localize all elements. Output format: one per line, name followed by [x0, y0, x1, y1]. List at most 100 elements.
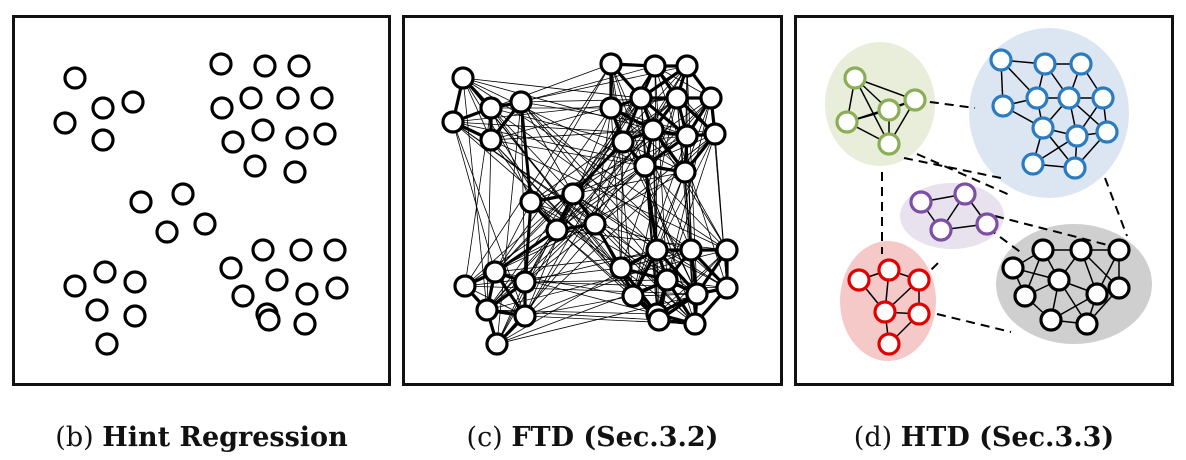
green-cluster-node	[877, 98, 901, 122]
isolated-node	[276, 86, 300, 110]
htd-diagram	[825, 28, 1152, 361]
graph-node	[633, 154, 657, 178]
graph-edge-thin	[490, 139, 558, 231]
blue-cluster-node	[989, 48, 1013, 72]
isolated-node	[171, 182, 195, 206]
graph-edge-thin	[644, 165, 728, 251]
graph-edge-thin	[530, 135, 688, 203]
caption-label: (b)	[55, 422, 94, 453]
blue-cluster-node	[1025, 86, 1049, 110]
graph-node	[513, 304, 537, 328]
graph-edge-thin	[524, 249, 692, 317]
graph-node	[675, 124, 699, 148]
black-cluster-node	[1075, 312, 1099, 336]
graph-edge-thin	[452, 121, 496, 273]
black-cluster-node	[1047, 268, 1071, 292]
isolated-node	[91, 128, 115, 152]
isolated-node	[287, 54, 311, 78]
graph-node	[645, 238, 669, 262]
red-cluster-node	[907, 302, 931, 326]
graph-node	[509, 90, 533, 114]
graph-node	[685, 282, 709, 306]
inter-cluster-edge	[936, 313, 1012, 333]
graph-edge-thick	[494, 228, 558, 274]
black-cluster-node	[1001, 256, 1025, 280]
isolated-node	[93, 260, 117, 284]
graph-edge-thin	[490, 107, 634, 297]
graph-node	[441, 110, 465, 134]
panel-hint-regression	[12, 15, 391, 386]
isolated-node	[239, 86, 263, 110]
isolated-node	[289, 238, 313, 262]
red-cluster-node	[877, 258, 901, 282]
isolated-node	[121, 90, 145, 114]
graph-node	[479, 96, 503, 120]
graph-edge-thin	[556, 97, 642, 231]
isolated-node	[323, 238, 347, 262]
graph-node	[699, 86, 723, 110]
blue-cluster-node	[1021, 152, 1045, 176]
isolated-node	[91, 96, 115, 120]
graph-node	[485, 332, 509, 356]
graph-node	[683, 312, 707, 336]
caption-htd: (d) HTD (Sec.3.3)	[794, 418, 1174, 458]
graph-node	[665, 86, 689, 110]
isolated-node	[257, 308, 281, 332]
isolated-node	[210, 96, 234, 120]
graph-node	[715, 238, 739, 262]
purple-cluster-node	[929, 218, 953, 242]
graph-node	[451, 66, 475, 90]
graph-edge-thin	[494, 201, 532, 273]
graph-node	[621, 284, 645, 308]
isolated-node	[293, 312, 317, 336]
graph-node	[675, 54, 699, 78]
purple-cluster-node	[909, 190, 933, 214]
graph-edge-thin	[462, 77, 728, 251]
graph-node	[519, 190, 543, 214]
isolated-node	[85, 298, 109, 322]
graph-edge-thin	[486, 139, 492, 311]
graph-edge-thin	[656, 249, 728, 315]
graph-edge-thin	[530, 97, 678, 203]
green-cluster-edge	[854, 77, 890, 145]
green-cluster-node	[903, 88, 927, 112]
caption-ftd: (c) FTD (Sec.3.2)	[402, 418, 783, 458]
graph-node	[599, 52, 623, 76]
graph-node	[647, 308, 671, 332]
blue-cluster-node	[1069, 52, 1093, 76]
isolated-node	[251, 238, 275, 262]
inter-cluster-edge	[903, 157, 1002, 179]
graph-edge-thin	[524, 133, 716, 283]
isolated-node	[251, 118, 275, 142]
isolated-node	[129, 190, 153, 214]
graph-edge-thin	[524, 141, 624, 317]
isolated-node	[265, 268, 289, 292]
isolated-node	[193, 212, 217, 236]
graph-edge-thin	[632, 171, 686, 297]
green-cluster-node	[843, 66, 867, 90]
isolated-node	[253, 54, 277, 78]
ftd-diagram	[441, 52, 739, 356]
graph-node	[643, 54, 667, 78]
graph-edge-thin	[556, 165, 646, 231]
hint-regression-diagram	[53, 52, 349, 356]
graph-node	[545, 218, 569, 242]
graph-edge-thin	[620, 267, 696, 325]
caption-title: Hint Regression	[102, 422, 348, 453]
graph-edge-thin	[666, 133, 716, 281]
graph-edge-thin	[486, 229, 558, 311]
graph-node	[703, 122, 727, 146]
graph-node	[583, 212, 607, 236]
panel-ftd	[402, 15, 783, 386]
graph-node	[611, 130, 635, 154]
graph-edge-thin	[572, 193, 658, 251]
graph-node	[483, 260, 507, 284]
graph-edge-thin	[530, 63, 612, 203]
isolated-node	[63, 274, 87, 298]
blue-cluster-node	[1031, 116, 1055, 140]
isolated-node	[285, 126, 309, 150]
purple-cluster-node	[953, 182, 977, 206]
isolated-node	[63, 66, 87, 90]
black-cluster-node	[1031, 238, 1055, 262]
blue-cluster-node	[1033, 52, 1057, 76]
